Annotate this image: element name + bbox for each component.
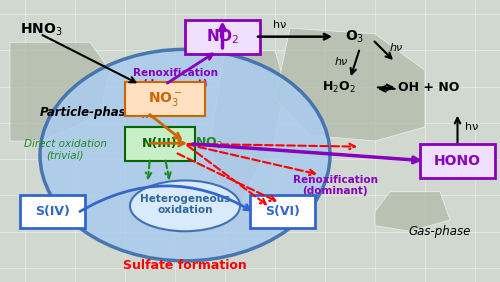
Text: Particle-phase: Particle-phase: [40, 106, 134, 119]
FancyBboxPatch shape: [185, 20, 260, 54]
FancyBboxPatch shape: [125, 82, 205, 116]
Polygon shape: [375, 192, 450, 231]
Text: hν: hν: [390, 43, 403, 53]
Polygon shape: [275, 28, 425, 141]
Text: hν: hν: [334, 57, 347, 67]
Text: N(III): N(III): [142, 137, 178, 150]
Text: Sulfate formation: Sulfate formation: [123, 259, 247, 272]
FancyBboxPatch shape: [250, 195, 315, 228]
Text: Gas-phase: Gas-phase: [409, 225, 471, 238]
Text: NO$_2$: NO$_2$: [195, 136, 223, 151]
Text: Renoxification
(dominant): Renoxification (dominant): [292, 175, 378, 197]
Ellipse shape: [130, 180, 240, 231]
Text: hν: hν: [274, 20, 286, 30]
Text: hν: hν: [465, 122, 478, 132]
Text: Heterogeneous
oxidation: Heterogeneous oxidation: [140, 194, 230, 215]
Text: OH + NO: OH + NO: [398, 81, 459, 94]
Text: NO$_3^-$: NO$_3^-$: [148, 90, 182, 108]
Text: HNO$_3$: HNO$_3$: [20, 21, 62, 38]
Text: HONO: HONO: [434, 154, 481, 168]
Text: hν: hν: [140, 110, 155, 120]
Text: S(IV): S(IV): [35, 205, 70, 218]
Polygon shape: [210, 51, 285, 226]
FancyBboxPatch shape: [420, 144, 495, 178]
Text: H$_2$O$_2$: H$_2$O$_2$: [322, 80, 356, 95]
Text: S(VI): S(VI): [265, 205, 300, 218]
Text: O$_3$: O$_3$: [345, 28, 364, 45]
FancyBboxPatch shape: [20, 195, 85, 228]
Text: NO$_2$: NO$_2$: [206, 27, 240, 46]
Polygon shape: [10, 42, 110, 141]
Ellipse shape: [40, 49, 330, 261]
Text: Direct oxidation
(trivial): Direct oxidation (trivial): [24, 139, 106, 160]
FancyBboxPatch shape: [125, 127, 195, 161]
Text: Renoxification
(dominant): Renoxification (dominant): [132, 68, 218, 89]
